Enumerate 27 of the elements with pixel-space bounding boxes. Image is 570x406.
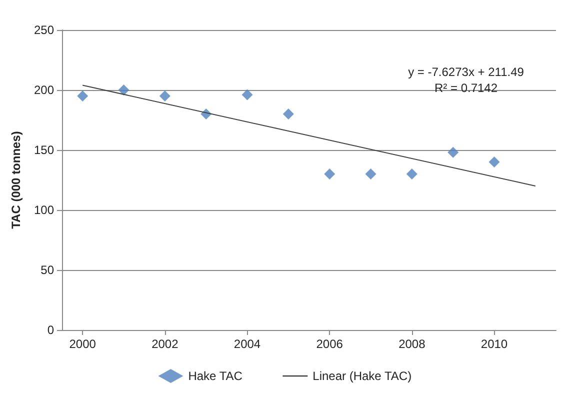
point [242,89,253,100]
point [488,156,500,168]
y-tick-label: 250 [34,23,54,37]
x-tick-label: 2002 [152,337,179,351]
legend-label: Linear (Hake TAC) [312,369,412,383]
y-tick-label: 100 [34,203,54,217]
annotation: R² = 0.7142 [434,81,498,95]
point [77,90,88,102]
y-tick-label: 0 [47,323,54,337]
y-tick-label: 200 [34,83,54,97]
legend-label: Hake TAC [188,369,243,383]
point [448,146,459,158]
x-tick-label: 2010 [480,337,508,351]
y-tick-label: 150 [34,143,54,157]
annotation: y = -7.6273x + 211.49 [408,65,524,79]
point [365,168,376,180]
point [159,90,170,102]
point [324,168,336,180]
y-axis-title: TAC (000 tonnes) [9,131,23,229]
x-tick-label: 2004 [234,337,261,351]
y-tick-label: 50 [40,263,54,277]
x-tick-label: 2006 [316,337,344,351]
point [282,108,294,120]
x-tick-label: 2000 [69,337,96,351]
x-tick-label: 2008 [398,337,426,351]
point [406,168,418,180]
point [118,84,130,96]
